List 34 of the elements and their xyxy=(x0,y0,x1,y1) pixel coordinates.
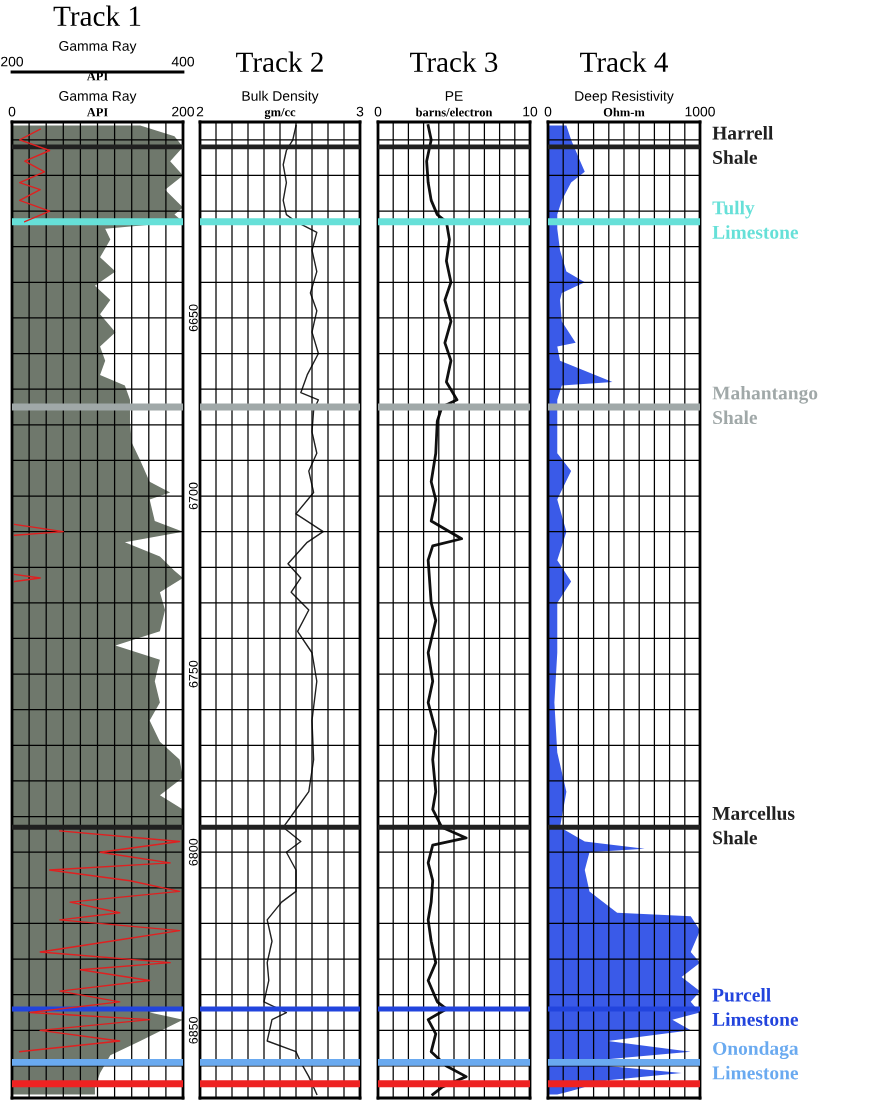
x-tick-label: 1000 xyxy=(685,106,715,117)
chart-title: Track 1 xyxy=(53,5,141,27)
chart-title: Track 3 xyxy=(410,51,498,73)
text: gm/cc xyxy=(264,108,296,119)
ref-line-label: Marcellus Shale xyxy=(712,806,795,845)
text: Ohm-m xyxy=(603,107,645,117)
x-tick-label: 2 xyxy=(196,106,204,117)
x-axis-title: Bulk Density xyxy=(242,90,319,104)
ref-line-label: Purcell Limestone xyxy=(712,987,799,1027)
ref-line-label: Tully Limestone xyxy=(712,200,799,239)
y-tick-label: 6800 xyxy=(188,838,198,866)
text: API xyxy=(86,108,108,117)
chart-title: Track 2 xyxy=(236,51,323,73)
y-tick-label: 6700 xyxy=(188,482,198,510)
x-tick-label: 0 xyxy=(8,106,16,117)
x2-axis-title: Gamma Ray xyxy=(59,41,137,54)
text: barns/electron xyxy=(415,107,493,117)
chart-title: Track 4 xyxy=(580,51,668,73)
x2-tick-label: 400 xyxy=(171,56,195,67)
x2-tick-label: 200 xyxy=(1,56,24,67)
ref-line-label: Onondaga Limestone xyxy=(712,1041,799,1080)
ref-line-label: Mahantango Shale xyxy=(712,385,818,425)
x-axis-title: Gamma Ray xyxy=(59,91,137,104)
ref-line-label: Harrell Shale xyxy=(712,125,774,164)
y-tick-label: 6650 xyxy=(188,304,198,332)
x-tick-label: 0 xyxy=(544,106,552,117)
x-tick-label: 0 xyxy=(374,106,382,117)
x-axis-title: Deep Resistivity xyxy=(575,90,674,104)
y-tick-label: 6850 xyxy=(188,1016,198,1044)
x-tick-label: 3 xyxy=(356,106,364,117)
y-tick-label: 6750 xyxy=(188,660,198,688)
x-tick-label: 200 xyxy=(172,106,195,117)
x-tick-label: 10 xyxy=(523,106,538,117)
x-axis-title: PE xyxy=(445,91,463,101)
